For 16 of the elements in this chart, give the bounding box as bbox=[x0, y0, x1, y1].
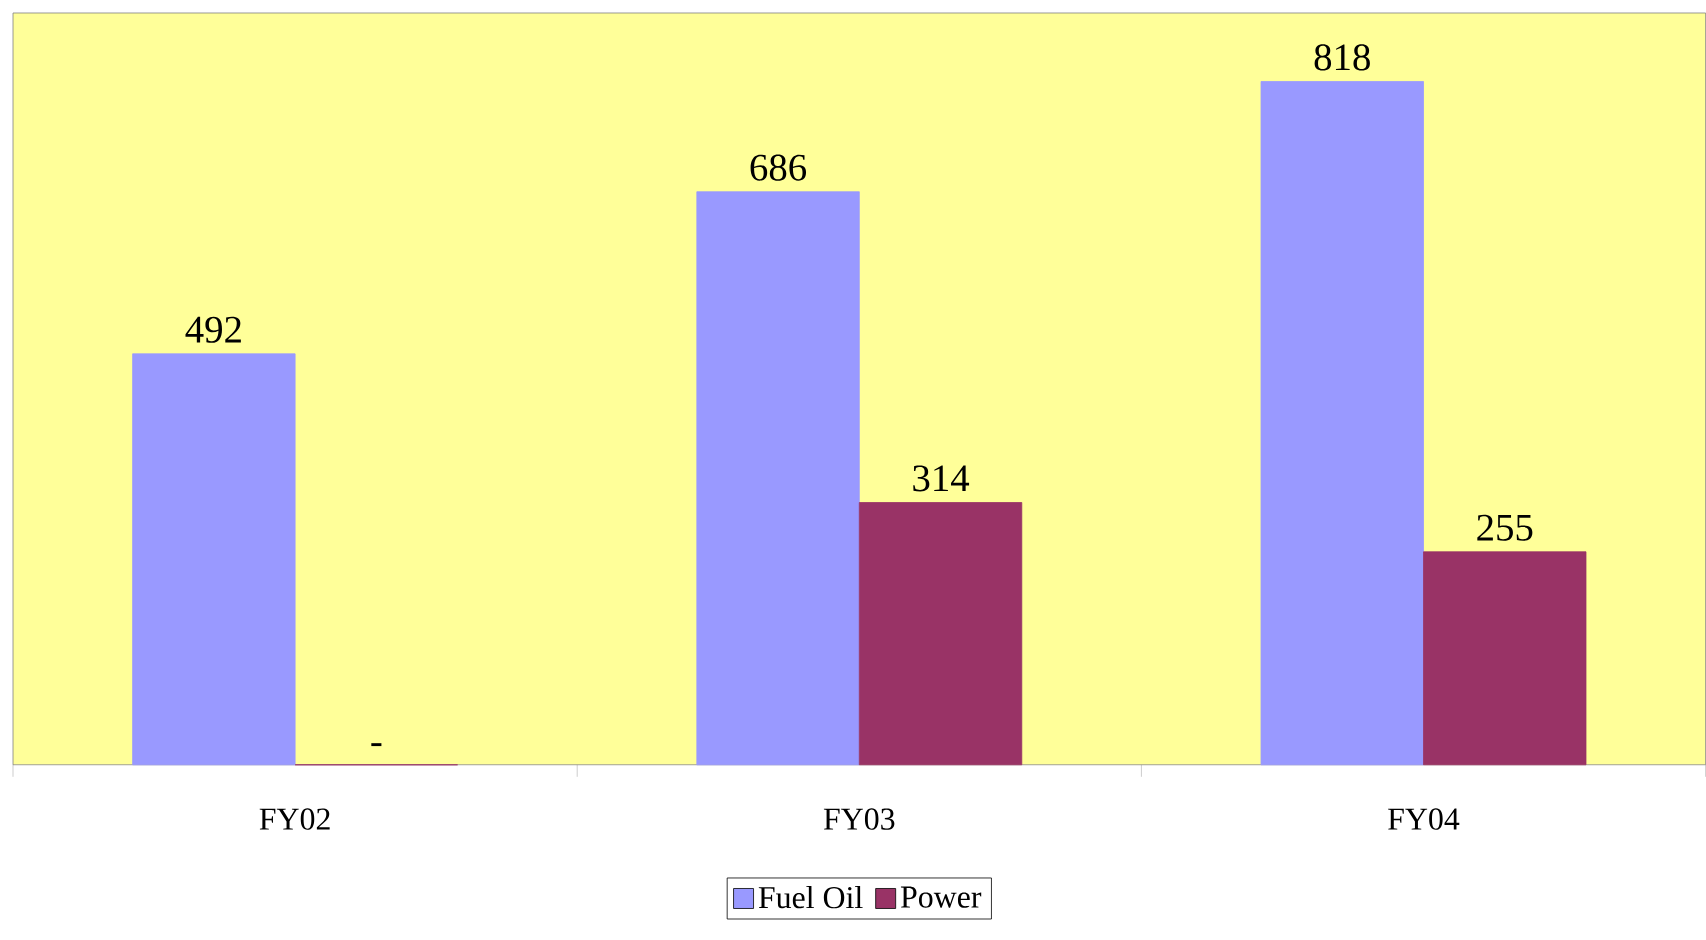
data-label: 686 bbox=[750, 154, 807, 181]
x-tick-label: FY03 bbox=[823, 808, 895, 830]
bar bbox=[696, 191, 860, 766]
bar bbox=[1260, 81, 1424, 766]
x-tick-label: FY02 bbox=[259, 808, 330, 830]
bar bbox=[132, 353, 296, 766]
legend-label: Power bbox=[900, 886, 982, 908]
bar bbox=[858, 502, 1023, 766]
x-tick-label: FY04 bbox=[1388, 808, 1460, 830]
bar bbox=[1423, 551, 1587, 766]
legend-label: Fuel Oil bbox=[758, 886, 863, 909]
data-label: 818 bbox=[1314, 44, 1370, 71]
data-label: - bbox=[371, 743, 382, 747]
data-label: 492 bbox=[185, 316, 241, 343]
data-label: 314 bbox=[913, 465, 970, 492]
data-label: 255 bbox=[1477, 514, 1533, 541]
